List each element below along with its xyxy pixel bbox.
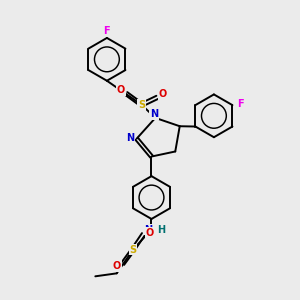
Text: F: F	[103, 26, 110, 36]
Text: H: H	[157, 225, 165, 235]
Text: S: S	[138, 100, 145, 110]
Text: F: F	[237, 99, 244, 109]
Text: N: N	[126, 133, 134, 142]
Text: O: O	[112, 261, 121, 271]
Text: O: O	[159, 89, 167, 99]
Text: N: N	[150, 109, 158, 119]
Text: O: O	[145, 228, 154, 238]
Text: N: N	[144, 225, 152, 235]
Text: O: O	[117, 85, 125, 95]
Text: S: S	[130, 244, 136, 255]
